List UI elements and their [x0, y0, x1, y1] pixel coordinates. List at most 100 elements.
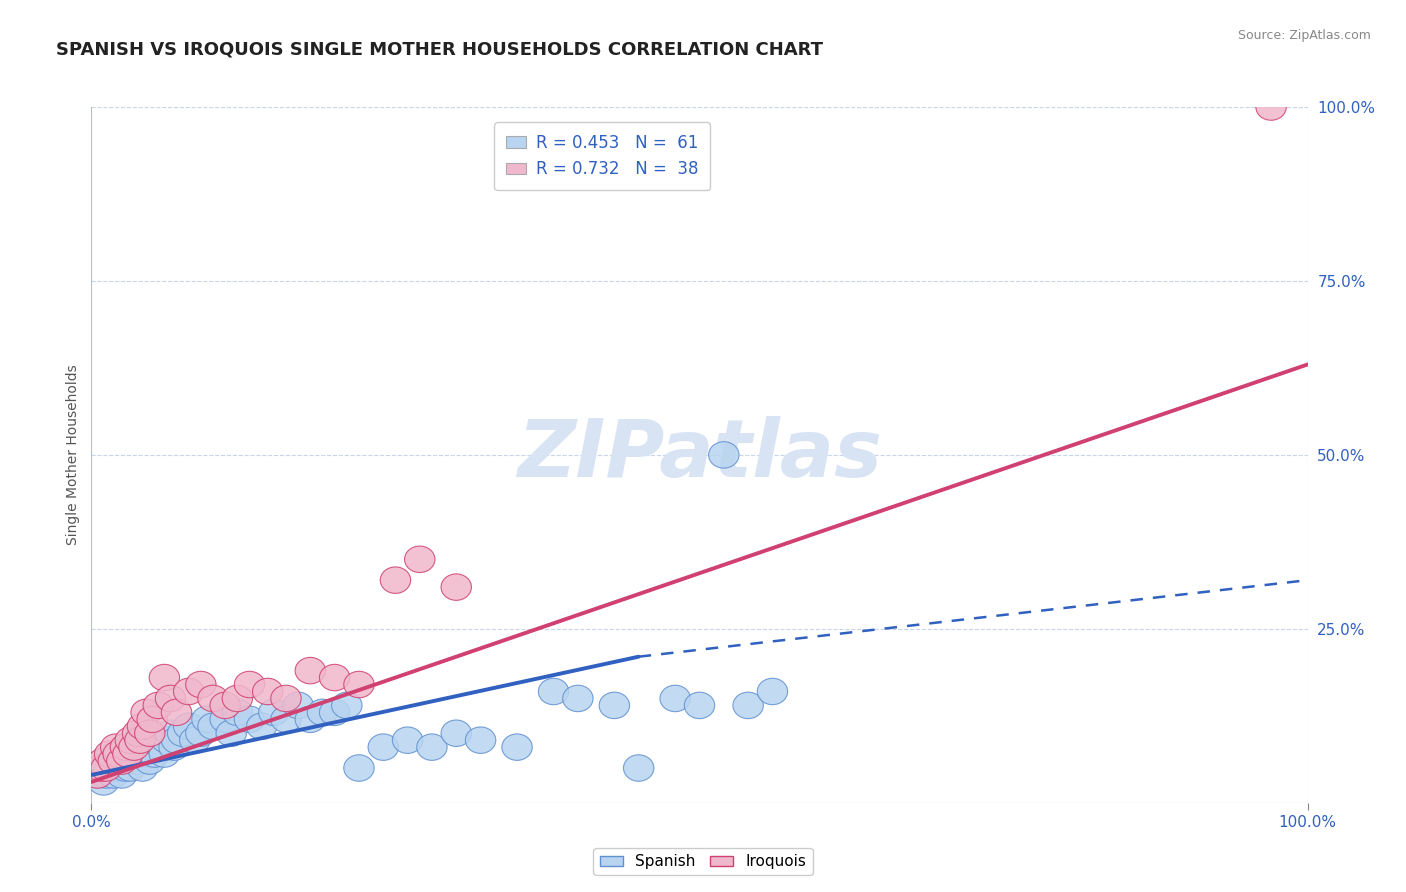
Ellipse shape	[107, 747, 136, 774]
Ellipse shape	[98, 747, 128, 774]
Ellipse shape	[155, 720, 186, 747]
Ellipse shape	[186, 672, 217, 698]
Ellipse shape	[198, 713, 228, 739]
Ellipse shape	[209, 692, 240, 719]
Ellipse shape	[191, 706, 222, 732]
Ellipse shape	[159, 734, 190, 760]
Legend: R = 0.453   N =  61, R = 0.732   N =  38: R = 0.453 N = 61, R = 0.732 N = 38	[495, 122, 710, 190]
Ellipse shape	[155, 685, 186, 712]
Text: ZIPatlas: ZIPatlas	[517, 416, 882, 494]
Ellipse shape	[222, 699, 253, 725]
Ellipse shape	[368, 734, 398, 760]
Ellipse shape	[271, 685, 301, 712]
Ellipse shape	[173, 678, 204, 705]
Ellipse shape	[139, 741, 170, 767]
Ellipse shape	[562, 685, 593, 712]
Ellipse shape	[131, 699, 162, 725]
Ellipse shape	[709, 442, 740, 468]
Ellipse shape	[253, 678, 283, 705]
Ellipse shape	[83, 762, 112, 789]
Ellipse shape	[149, 741, 180, 767]
Ellipse shape	[115, 755, 145, 781]
Ellipse shape	[173, 713, 204, 739]
Ellipse shape	[283, 692, 314, 719]
Ellipse shape	[246, 713, 277, 739]
Text: Source: ZipAtlas.com: Source: ZipAtlas.com	[1237, 29, 1371, 42]
Ellipse shape	[122, 747, 153, 774]
Ellipse shape	[1256, 94, 1286, 120]
Ellipse shape	[623, 755, 654, 781]
Ellipse shape	[217, 720, 246, 747]
Ellipse shape	[271, 706, 301, 732]
Ellipse shape	[86, 755, 117, 781]
Ellipse shape	[308, 699, 337, 725]
Ellipse shape	[98, 762, 128, 789]
Ellipse shape	[259, 699, 290, 725]
Ellipse shape	[94, 755, 125, 781]
Ellipse shape	[83, 762, 112, 789]
Ellipse shape	[118, 734, 149, 760]
Ellipse shape	[295, 706, 326, 732]
Ellipse shape	[149, 665, 180, 690]
Ellipse shape	[115, 727, 145, 754]
Ellipse shape	[136, 706, 167, 732]
Ellipse shape	[143, 692, 173, 719]
Ellipse shape	[599, 692, 630, 719]
Ellipse shape	[125, 727, 155, 754]
Ellipse shape	[89, 747, 118, 774]
Legend: Spanish, Iroquois: Spanish, Iroquois	[593, 848, 813, 875]
Ellipse shape	[100, 734, 131, 760]
Ellipse shape	[235, 672, 264, 698]
Ellipse shape	[118, 741, 149, 767]
Ellipse shape	[122, 720, 153, 747]
Ellipse shape	[110, 755, 141, 781]
Ellipse shape	[100, 747, 131, 774]
Ellipse shape	[131, 741, 162, 767]
Ellipse shape	[107, 762, 136, 789]
Ellipse shape	[186, 720, 217, 747]
Ellipse shape	[91, 755, 121, 781]
Ellipse shape	[89, 769, 118, 795]
Ellipse shape	[103, 741, 134, 767]
Ellipse shape	[152, 727, 181, 754]
Ellipse shape	[392, 727, 423, 754]
Ellipse shape	[758, 678, 787, 705]
Ellipse shape	[103, 755, 134, 781]
Ellipse shape	[94, 741, 125, 767]
Ellipse shape	[209, 706, 240, 732]
Ellipse shape	[128, 713, 157, 739]
Ellipse shape	[167, 720, 198, 747]
Ellipse shape	[441, 720, 471, 747]
Y-axis label: Single Mother Households: Single Mother Households	[66, 365, 80, 545]
Ellipse shape	[125, 734, 155, 760]
Ellipse shape	[180, 727, 209, 754]
Ellipse shape	[91, 762, 121, 789]
Ellipse shape	[235, 706, 264, 732]
Ellipse shape	[198, 685, 228, 712]
Ellipse shape	[441, 574, 471, 600]
Ellipse shape	[416, 734, 447, 760]
Ellipse shape	[733, 692, 763, 719]
Ellipse shape	[538, 678, 569, 705]
Ellipse shape	[86, 755, 117, 781]
Ellipse shape	[146, 734, 177, 760]
Ellipse shape	[343, 755, 374, 781]
Ellipse shape	[112, 747, 143, 774]
Ellipse shape	[295, 657, 326, 684]
Ellipse shape	[136, 734, 167, 760]
Ellipse shape	[380, 567, 411, 593]
Ellipse shape	[319, 665, 350, 690]
Text: SPANISH VS IROQUOIS SINGLE MOTHER HOUSEHOLDS CORRELATION CHART: SPANISH VS IROQUOIS SINGLE MOTHER HOUSEH…	[56, 40, 824, 58]
Ellipse shape	[502, 734, 533, 760]
Ellipse shape	[343, 672, 374, 698]
Ellipse shape	[465, 727, 496, 754]
Ellipse shape	[112, 741, 143, 767]
Ellipse shape	[162, 727, 191, 754]
Ellipse shape	[162, 699, 191, 725]
Ellipse shape	[135, 747, 165, 774]
Ellipse shape	[685, 692, 714, 719]
Ellipse shape	[143, 727, 173, 754]
Ellipse shape	[110, 734, 141, 760]
Ellipse shape	[332, 692, 361, 719]
Ellipse shape	[135, 720, 165, 747]
